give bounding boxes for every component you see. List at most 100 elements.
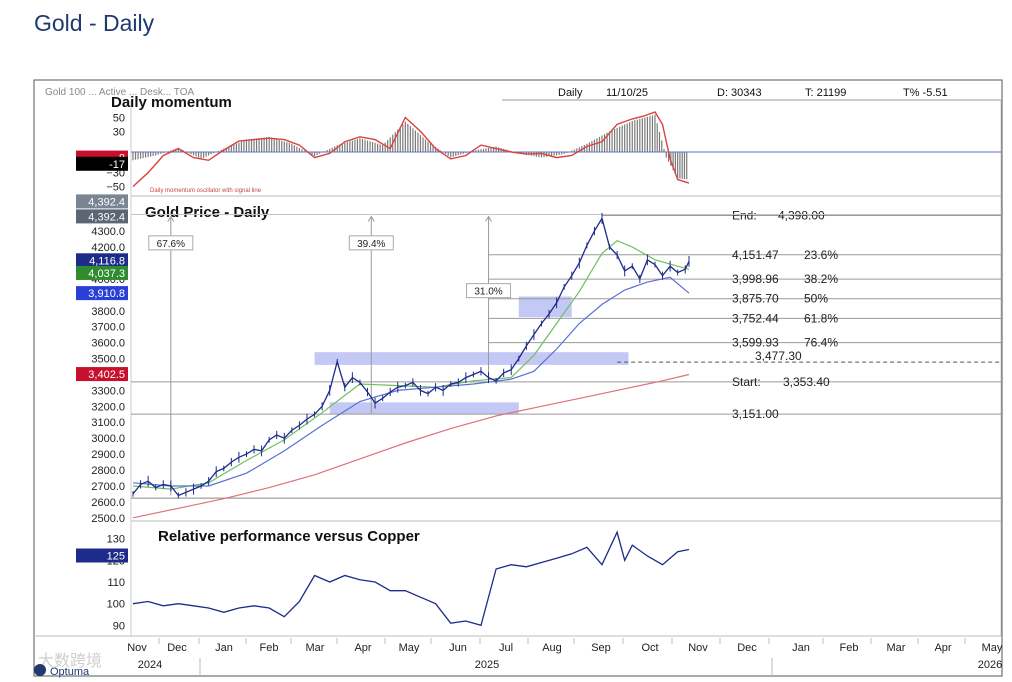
measure-arrowhead [167,215,175,222]
price-tick-label: 4300.0 [91,226,125,238]
measure-label: 39.4% [357,239,385,250]
relative-title: Relative performance versus Copper [158,528,420,545]
month-label: May [399,642,420,654]
measure-arrowhead [485,215,492,222]
price-tick-label: 3500.0 [91,354,125,366]
price-tick-label: 3200.0 [91,401,125,413]
relative-line [132,530,690,627]
price-tick-label: 4200.0 [91,242,125,254]
month-label: Jan [215,642,233,654]
price-badge-bg [76,367,128,382]
measure-label-box [466,283,512,299]
price-tick-label: 2700.0 [91,481,125,493]
price-tick-label: 3000.0 [91,433,125,445]
retracement-price: 3,998.96 [732,272,779,286]
chart-border [33,79,1003,677]
relative-tick-label: 100 [107,599,125,611]
month-label: Mar [887,642,906,654]
month-label: Nov [688,642,708,654]
watermark: 大数跨境 [38,651,102,670]
month-label: Oct [641,642,658,654]
momentum-badge-bg [76,156,128,171]
price-tick-label: 2800.0 [91,465,125,477]
retracement-price: 3,599.93 [732,336,779,350]
month-label: Jun [449,642,467,654]
year-label: 2025 [475,659,499,671]
relative-tick-label: 110 [107,577,125,589]
price-zone [518,296,572,318]
retracement-pct: 50% [804,292,828,306]
price-badge-bg [76,253,128,268]
price-badge: 4,037.3 [88,268,125,280]
retracement-price: 3,477.30 [755,349,802,363]
month-label: Jul [499,642,513,654]
retracement-pct: 76.4% [804,336,838,350]
price-zone [329,402,519,415]
header-t: T: 21199 [805,87,846,99]
header-date: 11/10/25 [606,87,648,99]
relative-tick-label: 130 [107,534,125,546]
momentum-badge: -17 [109,159,125,171]
relative-badge-bg [76,548,128,563]
month-label: Mar [306,642,325,654]
retracement-price: 4,151.47 [732,248,779,262]
month-label: Nov [127,642,147,654]
price-badge: 4,116.8 [89,255,125,267]
header-truncated: Gold 100 ... Active ... Desk... TOA [45,87,194,98]
retracement-prefix: End: [732,209,757,223]
price-badge-bg [76,286,128,301]
price-tick-label: 2900.0 [91,449,125,461]
price-badge: 3,402.5 [88,369,125,381]
momentum-line [132,111,690,188]
retracement-price: 3,875.70 [732,292,779,306]
x-axis: Nov Dec Jan Feb Mar Apr May Jun Jul Aug Sep Oct Nov D… [127,638,1003,676]
year-label: 2024 [138,659,162,671]
month-label: Dec [737,642,757,654]
retracement-price: 3,151.00 [732,407,779,421]
price-tick-label: 3300.0 [91,385,125,397]
measure-arrowhead [367,215,375,222]
header-tpct: T% -5.51 [903,87,948,99]
price-tick-label: 3800.0 [91,306,125,318]
price-badge: 3,910.8 [88,288,125,300]
header-period: Daily [558,87,583,99]
retracement-pct: 38.2% [804,272,838,286]
logo-text: Optuma [50,666,90,678]
month-label: Apr [354,642,371,654]
retracement-pct: 23.6% [804,248,838,262]
measure-label: 31.0% [474,287,502,298]
relative-tick-label: 90 [113,620,125,632]
price-tick-label: 3600.0 [91,338,125,350]
measure-label-box [148,235,194,251]
price-tick-label: 3100.0 [91,417,125,429]
month-label: May [982,642,1003,654]
price-zone [314,352,629,365]
retracement-price: 3,752.44 [732,311,779,325]
price-panel: 4300.04200.04100.04000.03900.03800.03700… [76,194,1001,525]
price-badge: 4,392.4 [88,196,125,208]
price-tick-label: 3700.0 [91,322,125,334]
price-badge-bg [76,265,128,280]
momentum-tick-label: −50 [106,182,125,194]
measure-label: 67.6% [157,239,185,250]
momentum-title: Daily momentum [111,94,232,111]
retracement-pct: 61.8% [804,311,838,325]
retracement-prefix: Start: [732,375,761,389]
momentum-tick-label: 30 [113,126,125,138]
price-badge-bg [76,194,128,209]
relative-badge: 125 [107,551,125,563]
header-d: D: 30343 [717,87,762,99]
month-label: Aug [542,642,562,654]
month-label: Feb [840,642,859,654]
retracement-price: 3,353.40 [783,375,830,389]
month-label: Dec [167,642,187,654]
month-label: Apr [934,642,951,654]
momentum-legend: Daily momentum oscillator with signal li… [150,188,262,194]
momentum-tick-label: 50 [113,113,125,125]
moving-average-line [132,276,690,487]
price-tick-label: 2600.0 [91,497,125,509]
moving-average-line [132,373,690,519]
month-label: Sep [591,642,611,654]
